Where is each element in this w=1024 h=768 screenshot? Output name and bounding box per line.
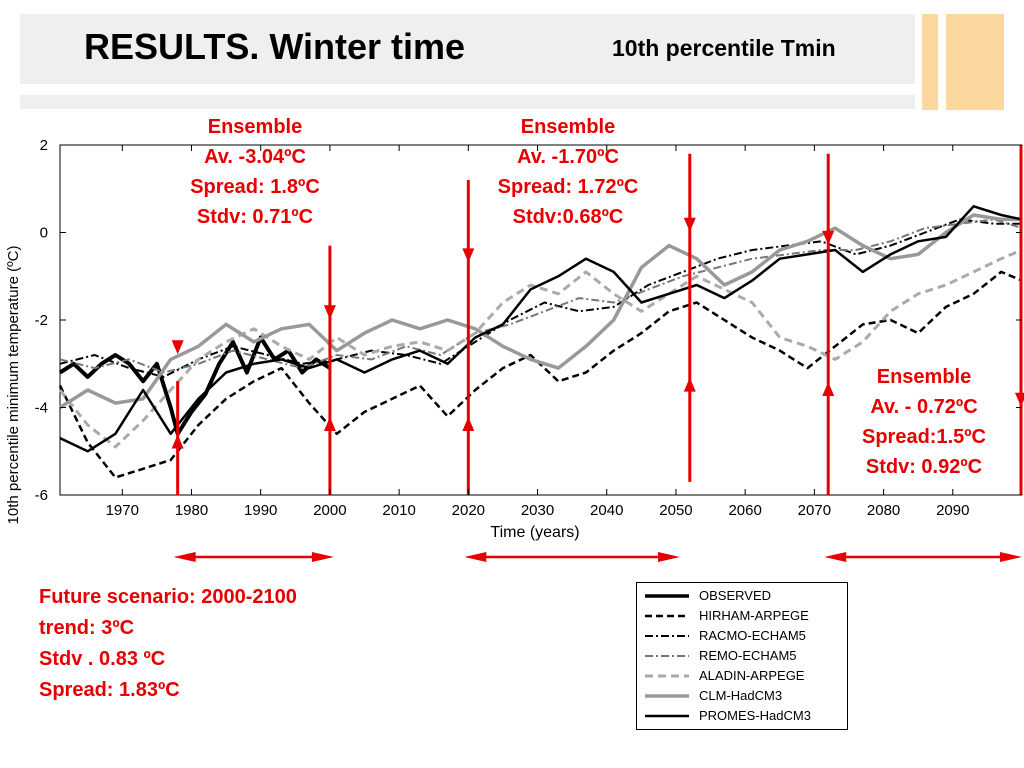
legend-swatch [645,635,689,637]
annotation-heading: Ensemble [876,366,972,388]
arrow-left-icon [464,552,487,562]
series-line-observed [58,335,331,436]
x-tick-label: 1990 [244,502,277,519]
legend-item: REMO-ECHAM5 [637,646,847,666]
decor-bar-right [946,14,1004,110]
legend-swatch [645,714,689,718]
series-line-racmo-echam5 [59,218,1022,378]
arrow-up-icon [683,377,696,392]
x-tick-label: 2060 [728,502,761,519]
decor-bar-left [922,14,938,110]
annotation-average: Av. -1.70ºC [517,146,619,168]
legend-item: ALADIN-ARPEGE [637,666,847,686]
scenario-spread: Spread: 1.83ºC [39,679,180,701]
annotation-stdv: Stdv: 0.92ºC [865,456,983,478]
arrow-left-icon [824,552,847,562]
series-line-remo-echam5 [59,218,1023,374]
ensemble-annotation-3: Ensemble Av. - 0.72ºC Spread:1.5ºC Stdv:… [829,362,1019,482]
legend-swatch [645,674,689,678]
x-tick-label: 2050 [659,502,692,519]
slide-subtitle: 10th percentile Tmin [612,35,836,61]
arrow-up-icon [822,382,835,396]
series-layer [58,205,1023,479]
legend-item: RACMO-ECHAM5 [637,626,847,646]
x-tick-label: 1980 [175,502,208,519]
legend-label: ALADIN-ARPEGE [699,668,805,683]
header-band-lower [20,95,915,109]
y-tick-label: -6 [35,487,48,504]
x-tick-label: 2000 [313,502,346,519]
arrow-right-icon [657,552,680,562]
annotation-average: Av. -3.04ºC [204,146,306,168]
axis-layer: 1970 1980 1990 2000 2010 2020 2030 2040 2050 2060… [35,137,1022,519]
annotation-heading: Ensemble [207,116,303,138]
arrow-down-icon [822,230,835,245]
series-line-promes-hadcm3 [59,205,1023,453]
chart-legend: OBSERVED HIRHAM-ARPEGE RACMO-ECHAM5 REMO-EC… [636,582,848,730]
arrow-left-icon [173,552,196,562]
arrow-down-icon [462,248,475,263]
legend-item: HIRHAM-ARPEGE [637,606,847,626]
legend-swatch [645,694,689,698]
y-axis-label: 10th percentile minimum temperature (ºC) [5,246,22,525]
x-tick-label: 2020 [452,502,485,519]
x-tick-label: 2070 [798,502,831,519]
scenario-trend: trend: 3ºC [39,617,135,639]
y-tick-label: -4 [35,400,48,417]
x-tick-label: 2090 [936,502,969,519]
legend-swatch [645,655,689,657]
annotation-stdv: Stdv: 0.71ºC [196,206,314,228]
legend-item: PROMES-HadCM3 [637,706,847,726]
legend-label: RACMO-ECHAM5 [699,628,806,643]
y-tick-label: 0 [40,225,48,242]
arrow-right-icon [311,552,334,562]
series-line-aladin-arpege [58,248,1023,449]
arrow-down-icon [323,305,336,320]
annotation-average: Av. - 0.72ºC [870,396,978,418]
x-tick-label: 1970 [106,502,139,519]
future-scenario-text: Future scenario: 2000-2100 trend: 3ºC St… [39,582,297,706]
arrow-down-icon [683,217,696,232]
arrow-down-icon [171,340,184,355]
scenario-period: Future scenario: 2000-2100 [39,586,297,608]
marker-layer [171,145,1024,562]
slide-title: RESULTS. Winter time [84,26,466,67]
x-tick-label: 2010 [382,502,415,519]
y-tick-label: -2 [35,312,48,329]
annotation-stdv: Stdv:0.68ºC [512,206,624,228]
annotation-spread: Spread: 1.72ºC [497,176,639,198]
x-tick-label: 2030 [521,502,554,519]
y-tick-label: 2 [40,137,48,154]
arrow-up-icon [171,434,184,449]
arrow-up-icon [323,417,336,431]
annotation-spread: Spread:1.5ºC [861,426,986,448]
x-tick-label: 2040 [590,502,623,519]
x-axis-label: Time (years) [490,524,579,541]
ensemble-annotation-1: Ensemble Av. -3.04ºC Spread: 1.8ºC Stdv:… [160,112,350,232]
legend-label: PROMES-HadCM3 [699,708,811,723]
temperature-chart: 1970 1980 1990 2000 2010 2020 2030 2040 2050 2060… [5,137,1024,562]
series-line-clm-hadcm3 [59,213,1022,409]
arrow-down-icon [1015,392,1024,407]
legend-label: OBSERVED [699,588,772,603]
legend-label: CLM-HadCM3 [699,688,783,703]
legend-swatch [645,594,689,598]
arrow-right-icon [1000,552,1022,562]
legend-swatch [645,614,689,618]
scenario-stdv: Stdv . 0.83 ºC [39,648,166,670]
annotation-spread: Spread: 1.8ºC [190,176,320,198]
x-tick-label: 2080 [867,502,900,519]
arrow-up-icon [462,417,475,431]
legend-label: REMO-ECHAM5 [699,648,797,663]
series-line-hirham-arpege [58,270,1023,479]
ensemble-annotation-2: Ensemble Av. -1.70ºC Spread: 1.72ºC Stdv… [473,112,663,232]
legend-label: HIRHAM-ARPEGE [699,608,809,623]
header-band [20,14,915,84]
annotation-heading: Ensemble [520,116,616,138]
legend-item: OBSERVED [637,586,847,606]
legend-item: CLM-HadCM3 [637,686,847,706]
